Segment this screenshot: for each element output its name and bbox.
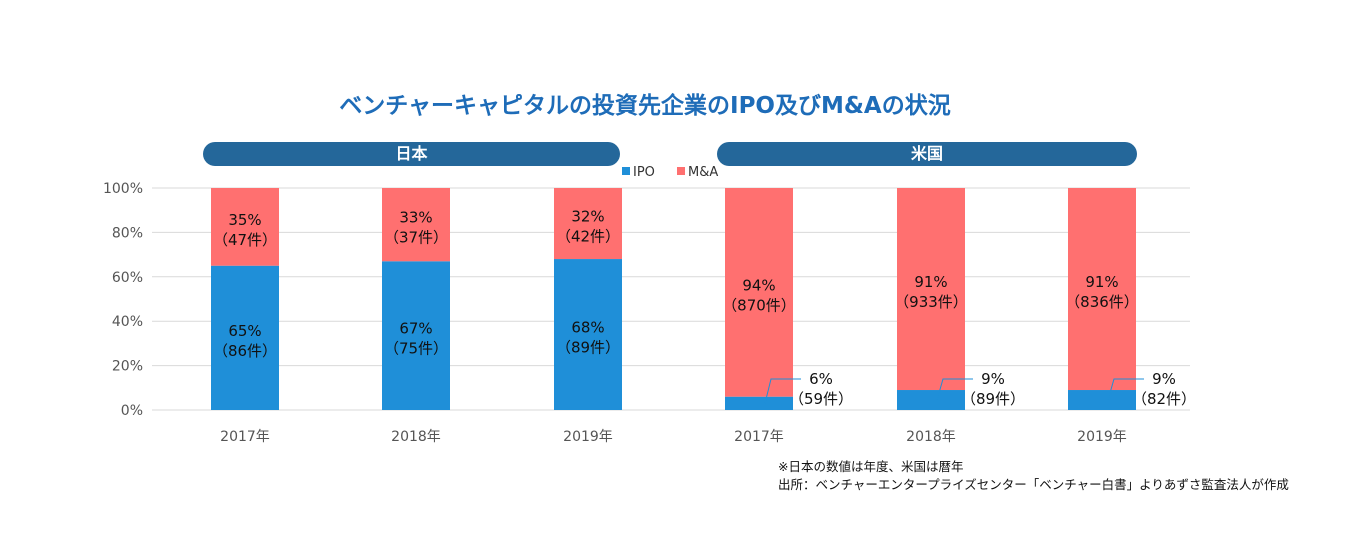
legend-label-ipo: IPO [633, 165, 655, 180]
data-label-mna: 91% [914, 273, 947, 291]
x-tick-label: 2017年 [734, 429, 784, 445]
data-label-ipo: 9% [1152, 370, 1176, 388]
data-label-mna: 91% [1085, 273, 1118, 291]
bar-ipo [897, 390, 965, 410]
leader-line [764, 378, 801, 404]
chart-title: ベンチャーキャピタルの投資先企業のIPO及びM&Aの状況 [339, 93, 951, 119]
bar-mna [897, 188, 965, 391]
data-count-ipo: （82件） [1132, 390, 1196, 408]
legend-swatch-mna [677, 167, 685, 175]
data-label-ipo: 9% [981, 370, 1005, 388]
footnote-fiscal: ※日本の数値は年度、米国は暦年 [778, 459, 964, 474]
data-label-ipo: 68% [571, 319, 604, 337]
x-tick-label: 2017年 [220, 429, 270, 445]
data-count-mna: （933件） [894, 293, 968, 311]
bar-mna [554, 188, 622, 260]
leader-line [936, 378, 973, 401]
data-count-ipo: （86件） [213, 342, 277, 360]
y-tick-label: 40% [112, 314, 143, 330]
data-count-ipo: （75件） [384, 340, 448, 358]
x-tick-label: 2019年 [1077, 429, 1127, 445]
data-count-mna: （47件） [213, 231, 277, 249]
footnote-source: 出所：ベンチャーエンタープライズセンター「ベンチャー白書」よりあずさ監査法人が作… [778, 477, 1289, 492]
bar-ipo [211, 265, 279, 410]
data-label-ipo: 67% [399, 320, 432, 338]
y-tick-label: 100% [103, 181, 143, 197]
bar-mna [725, 188, 793, 397]
legend-swatch-ipo [622, 167, 630, 175]
bar-ipo [725, 396, 793, 410]
leader-line [1107, 378, 1144, 401]
data-count-ipo: （89件） [961, 390, 1025, 408]
data-count-mna: （42件） [556, 228, 620, 246]
data-count-mna: （836件） [1065, 293, 1139, 311]
x-tick-label: 2019年 [563, 429, 613, 445]
bar-mna [211, 188, 279, 266]
group-label-usa: 米国 [717, 142, 1137, 166]
bar-ipo [1068, 390, 1136, 410]
y-tick-label: 20% [112, 359, 143, 375]
legend-label-mna: M&A [688, 165, 718, 180]
data-label-mna: 33% [399, 209, 432, 227]
y-tick-label: 0% [121, 403, 143, 419]
data-label-mna: 35% [228, 211, 261, 229]
data-label-mna: 94% [742, 276, 775, 294]
bar-ipo [554, 259, 622, 410]
y-tick-label: 80% [112, 225, 143, 241]
group-label-japan: 日本 [203, 142, 620, 166]
bar-mna [382, 188, 450, 262]
data-label-mna: 32% [571, 208, 604, 226]
x-tick-label: 2018年 [906, 429, 956, 445]
data-label-ipo: 65% [228, 322, 261, 340]
y-tick-label: 60% [112, 270, 143, 286]
footnotes: ※日本の数値は年度、米国は暦年 出所：ベンチャーエンタープライズセンター「ベンチ… [778, 458, 1289, 494]
bar-mna [1068, 188, 1136, 391]
data-count-ipo: （59件） [789, 390, 853, 408]
data-count-mna: （870件） [722, 296, 796, 314]
x-tick-label: 2018年 [391, 429, 441, 445]
bar-ipo [382, 261, 450, 410]
data-label-ipo: 6% [809, 370, 833, 388]
data-count-ipo: （89件） [556, 339, 620, 357]
data-count-mna: （37件） [384, 229, 448, 247]
